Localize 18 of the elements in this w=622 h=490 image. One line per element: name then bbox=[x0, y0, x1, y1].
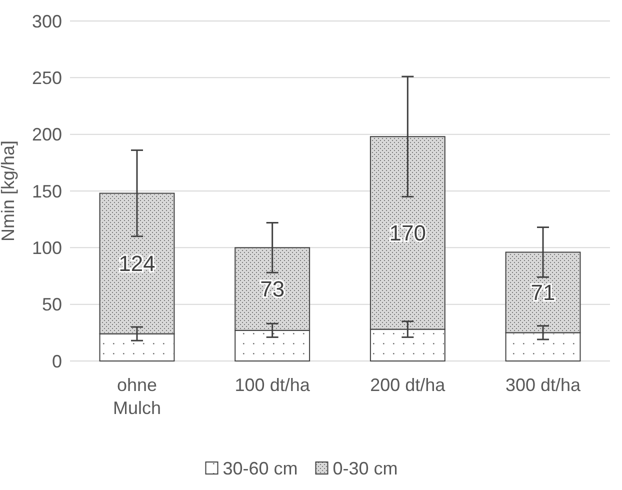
y-tick-label: 0 bbox=[52, 351, 62, 372]
x-tick-label: 300 dt/ha bbox=[505, 375, 582, 395]
legend-label: 30-60 cm bbox=[222, 458, 298, 478]
data-label: 73 bbox=[260, 276, 285, 302]
y-tick-label: 250 bbox=[32, 68, 62, 88]
legend-label: 0-30 cm bbox=[332, 458, 398, 478]
x-tick-label: 200 dt/ha bbox=[370, 375, 446, 395]
y-tick-label: 200 bbox=[32, 124, 62, 145]
y-axis-title: Nmin [kg/ha] bbox=[0, 140, 18, 242]
y-tick-label: 50 bbox=[42, 294, 62, 315]
y-tick-label: 100 bbox=[32, 238, 62, 258]
x-tick-label: ohne Mulch bbox=[112, 375, 161, 418]
y-tick-label: 150 bbox=[32, 181, 62, 202]
data-label: 71 bbox=[530, 280, 556, 306]
data-label: 170 bbox=[389, 220, 426, 246]
data-label: 124 bbox=[118, 251, 156, 276]
y-tick-label: 300 bbox=[32, 11, 62, 32]
x-tick-label: 100 dt/ha bbox=[234, 375, 311, 395]
